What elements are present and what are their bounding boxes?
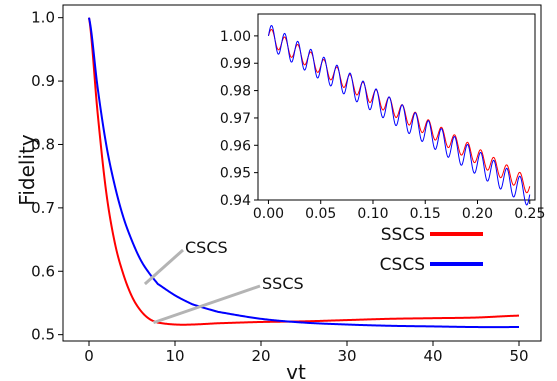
annotations: CSCS SSCS: [143, 238, 304, 325]
inset-plot: 0.00 0.05 0.10 0.15 0.20 0.25 0.940.950.960.9…: [220, 13, 545, 222]
y-axis-title: Fidelity: [15, 134, 39, 206]
main-series-sscs-line: [88, 17, 520, 326]
legend-label: CSCS: [380, 255, 425, 275]
main-plot-frame: [62, 4, 542, 342]
main-x-tick-label: 0: [84, 347, 94, 365]
main-series-cscs-line: [88, 17, 519, 329]
inset-y-tick-label: 0.99: [220, 56, 251, 72]
main-y-tick-label: 0.8: [31, 135, 55, 153]
legend-label: SSCS: [381, 225, 425, 245]
main-x-tick-label: 50: [509, 347, 528, 365]
main-y-tick-label: 0.6: [31, 262, 55, 280]
main-x-tick-label: 30: [337, 347, 356, 365]
inset-y-tick-label: 0.97: [220, 111, 251, 127]
x-axis-title: vt: [286, 360, 306, 381]
annotation-label: SSCS: [262, 274, 304, 293]
inset-x-tick-label: 0.00: [253, 206, 284, 222]
main-x-ticks: 0 10 20 30 40 50: [84, 341, 529, 365]
inset-x-tick-label: 0.15: [410, 206, 441, 222]
annotation-leader-line: [153, 284, 261, 325]
inset-y-tick-label: 0.96: [220, 138, 251, 154]
inset-y-tick-label: 0.98: [220, 84, 251, 100]
inset-series: [267, 24, 531, 206]
main-y-tick-label: 1.0: [31, 9, 55, 27]
inset-y-tick-label: 1.00: [220, 29, 251, 45]
main-series: [88, 17, 520, 329]
inset-x-ticks: 0.00 0.05 0.10 0.15 0.20 0.25: [253, 200, 545, 222]
inset-y-ticks: 0.94 0.95 0.96 0.97 0.98 0.99 1.00: [220, 29, 258, 209]
inset-series-cscs-line: [267, 24, 531, 206]
main-y-tick-label: 0.5: [31, 326, 55, 344]
inset-x-tick-label: 0.25: [514, 206, 545, 222]
inset-series-sscs-line: [267, 28, 531, 194]
inset-frame: [257, 13, 536, 201]
inset-x-tick-label: 0.05: [305, 206, 336, 222]
main-x-tick-label: 10: [165, 347, 184, 365]
inset-x-tick-label: 0.20: [462, 206, 493, 222]
main-x-tick-label: 20: [251, 347, 270, 365]
inset-y-tick-label: 0.95: [220, 166, 251, 182]
main-y-tick-label: 0.9: [31, 72, 55, 90]
main-y-ticks: 0.5 0.6 0.7 0.8 0.9 1.0: [31, 9, 63, 344]
annotation-leader-line: [143, 248, 184, 286]
inset-x-tick-label: 0.10: [357, 206, 388, 222]
inset-y-tick-label: 0.94: [220, 193, 251, 209]
annotation-label: CSCS: [185, 238, 228, 257]
main-x-tick-label: 40: [423, 347, 442, 365]
main-y-tick-label: 0.7: [31, 199, 55, 217]
main-plot: 0 10 20 30 40 50 0.5 0.6 0.7 0.8 0.9 1.0 vt Fideli…: [15, 4, 542, 381]
legend: SSCS CSCS: [380, 225, 483, 275]
